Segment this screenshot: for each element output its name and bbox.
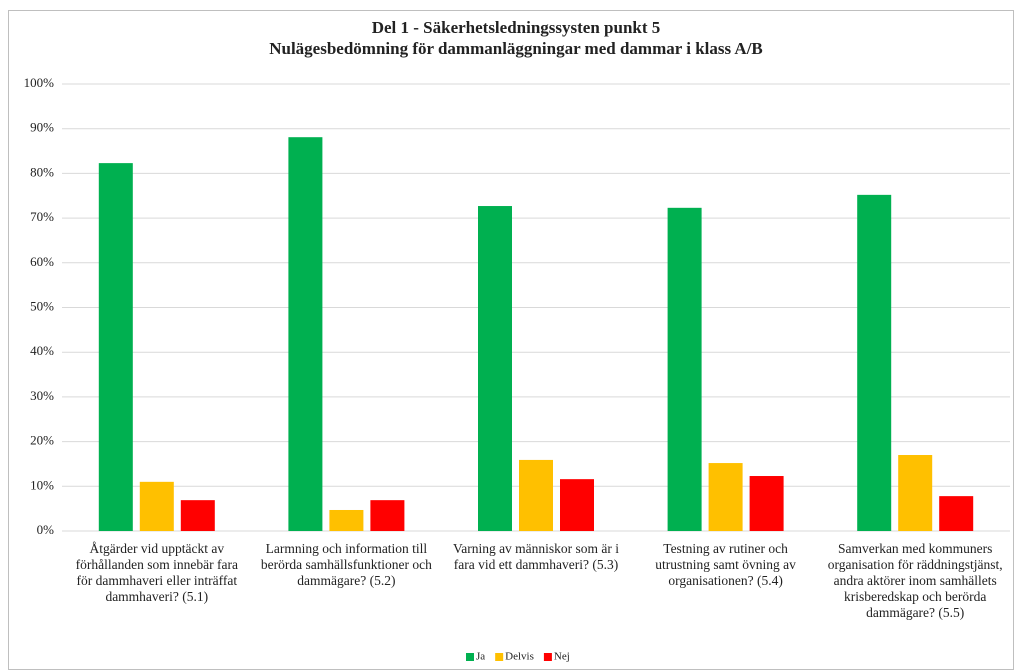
y-tick-label: 60% [30,254,54,269]
bar [478,206,512,531]
bar [180,500,215,531]
legend-label: Nej [554,651,570,663]
bar [288,137,323,531]
bar [139,481,174,531]
chart-subtitle: Nulägesbedömning för dammanläggningar me… [269,39,763,58]
bar [749,476,784,531]
y-tick-label: 70% [30,209,54,224]
bar [898,455,933,531]
x-tick-label: Testning av rutiner och utrustning samt … [655,541,796,588]
y-tick-label: 90% [30,120,54,135]
bar [370,500,405,531]
y-tick-label: 30% [30,388,54,403]
x-tick-label: Åtgärder vid upptäckt av förhållanden so… [75,541,238,604]
bar [329,509,364,531]
legend-swatch [495,653,504,661]
y-tick-label: 80% [30,164,54,179]
bar [519,459,553,531]
bar [98,163,133,531]
y-tick-label: 100% [24,75,55,90]
legend-swatch [466,653,474,661]
bar [857,194,892,531]
bar [708,463,743,531]
bar [667,207,702,531]
y-tick-label: 0% [37,522,55,537]
legend-swatch [543,653,552,661]
x-tick-label: Samverkan med kommuners organisation för… [827,541,1003,620]
legend-label: Delvis [505,651,534,663]
x-tick-label: Varning av människor som är i fara vid e… [452,541,620,572]
bar [560,479,594,531]
chart-title: Del 1 - Säkerhetsledningssysten punkt 5 [372,18,661,37]
y-tick-label: 20% [30,433,54,448]
y-tick-label: 50% [30,298,54,313]
x-tick-label: Larmning och information till berörda sa… [260,541,432,588]
y-tick-label: 40% [30,343,54,358]
y-tick-label: 10% [30,477,54,492]
bar [939,496,974,531]
legend-label: Ja [476,651,485,663]
